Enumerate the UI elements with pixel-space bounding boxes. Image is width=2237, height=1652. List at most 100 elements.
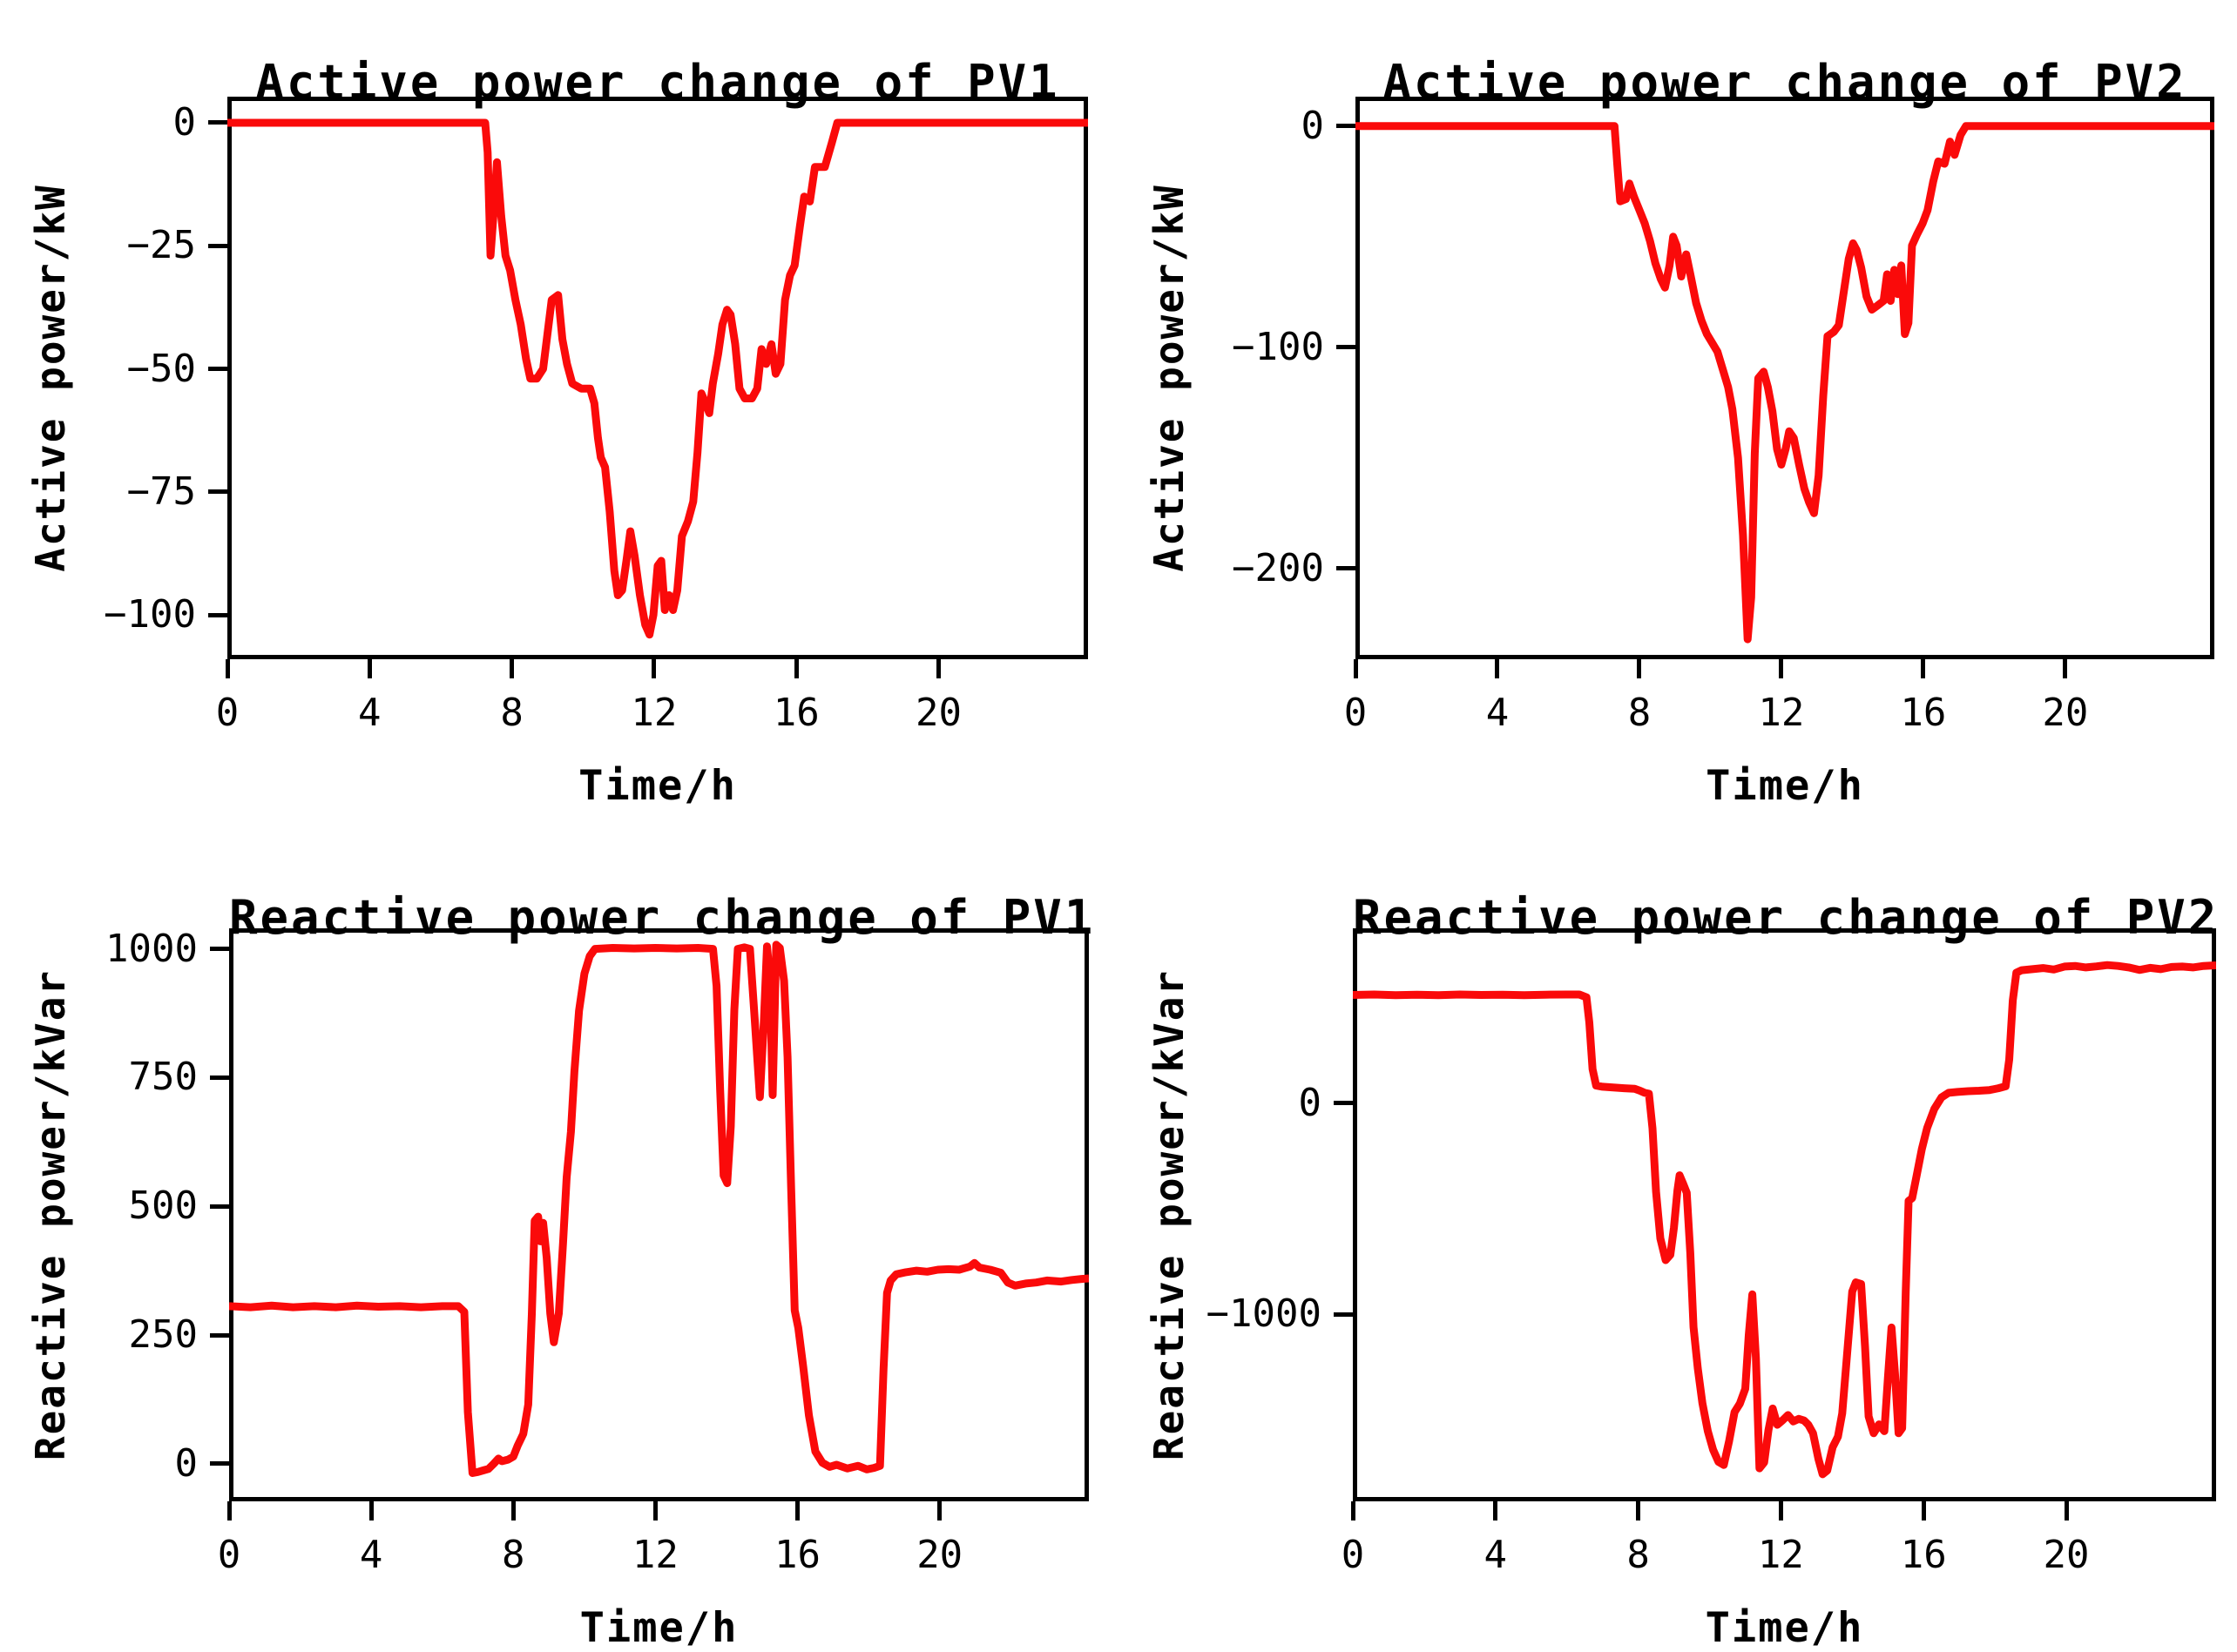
plot-area	[227, 97, 1088, 659]
y-tick-mark	[1336, 566, 1355, 571]
x-tick-mark	[937, 1501, 943, 1521]
x-tick-mark	[368, 1501, 374, 1521]
x-tick-label: 0	[1341, 1533, 1365, 1577]
x-tick-mark	[1350, 1501, 1355, 1521]
x-tick-mark	[1636, 1501, 1641, 1521]
x-tick-mark	[1353, 659, 1358, 678]
x-tick-label: 0	[217, 1533, 241, 1577]
x-tick-mark	[2064, 1501, 2069, 1521]
y-tick-label: −100	[1232, 324, 1324, 369]
x-axis-label: Time/h	[578, 762, 737, 810]
x-tick-mark	[1637, 659, 1642, 678]
x-tick-mark	[652, 1501, 658, 1521]
series-line	[1353, 961, 2216, 1479]
axes-frame	[1353, 928, 2216, 1501]
y-tick-label: −75	[126, 469, 196, 514]
plot-area	[1353, 928, 2216, 1501]
x-tick-mark	[936, 659, 942, 678]
series-line	[227, 118, 1088, 639]
x-tick-mark	[226, 1501, 232, 1521]
x-tick-mark	[510, 1501, 516, 1521]
y-tick-mark	[1334, 1311, 1353, 1317]
x-tick-mark	[225, 659, 230, 678]
x-tick-label: 8	[502, 1533, 525, 1577]
x-axis-label: Time/h	[1706, 762, 1864, 810]
y-tick-label: −100	[104, 592, 196, 637]
x-tick-label: 16	[774, 1533, 821, 1577]
x-tick-label: 0	[1343, 691, 1368, 735]
x-tick-mark	[795, 1501, 801, 1521]
y-tick-mark	[208, 120, 227, 125]
y-tick-mark	[210, 1332, 229, 1338]
chart-title: Reactive power change of PV2	[1353, 889, 2220, 945]
x-tick-mark	[367, 659, 372, 678]
x-tick-mark	[1778, 1501, 1783, 1521]
y-tick-mark	[210, 1204, 229, 1209]
subplot-reactive-power-pv1: Reactive power change of PV1 Reactive po…	[0, 823, 1118, 1652]
x-tick-label: 20	[916, 1533, 963, 1577]
y-tick-label: −25	[126, 223, 196, 268]
y-tick-label: −1000	[1206, 1291, 1321, 1337]
x-tick-mark	[1779, 659, 1784, 678]
x-tick-label: 20	[916, 691, 962, 735]
x-tick-mark	[794, 659, 799, 678]
plot-area	[229, 928, 1089, 1501]
x-tick-mark	[2063, 659, 2068, 678]
subplot-active-power-pv2: Active power change of PV2 Active power/…	[1118, 0, 2237, 823]
x-tick-label: 12	[1758, 691, 1805, 735]
y-tick-label: −50	[126, 346, 196, 391]
axes-frame	[227, 97, 1088, 659]
y-tick-mark	[208, 243, 227, 248]
x-tick-label: 12	[1757, 1533, 1804, 1577]
x-tick-label: 16	[773, 691, 820, 735]
y-tick-mark	[210, 1075, 229, 1080]
x-tick-mark	[1921, 659, 1926, 678]
subplot-active-power-pv1: Active power change of PV1 Active power/…	[0, 0, 1118, 823]
axes-frame	[1355, 97, 2214, 659]
y-axis-label: Active power/kW	[1146, 184, 1193, 572]
y-tick-mark	[1336, 124, 1355, 129]
y-tick-mark	[208, 612, 227, 617]
axes-frame	[229, 928, 1089, 1501]
y-tick-mark	[208, 367, 227, 372]
y-tick-mark	[210, 1461, 229, 1467]
x-tick-label: 4	[359, 1533, 383, 1577]
plot-area	[1355, 97, 2214, 659]
x-tick-label: 8	[1627, 691, 1652, 735]
x-tick-label: 12	[631, 691, 678, 735]
x-tick-label: 4	[1483, 1533, 1508, 1577]
x-tick-label: 8	[1626, 1533, 1650, 1577]
y-tick-label: 1000	[105, 926, 198, 971]
y-tick-label: 500	[128, 1183, 198, 1229]
x-tick-label: 20	[2042, 691, 2089, 735]
y-tick-mark	[1334, 1101, 1353, 1106]
x-tick-mark	[1493, 1501, 1498, 1521]
y-tick-mark	[208, 489, 227, 495]
y-tick-label: 0	[1301, 103, 1325, 148]
subplot-reactive-power-pv2: Reactive power change of PV2 Reactive po…	[1118, 823, 2237, 1652]
y-tick-label: 0	[172, 99, 197, 145]
x-tick-mark	[652, 659, 657, 678]
x-tick-label: 4	[358, 691, 382, 735]
y-tick-label: 250	[128, 1312, 198, 1358]
x-tick-mark	[510, 659, 515, 678]
x-axis-label: Time/h	[579, 1604, 739, 1652]
x-tick-label: 16	[1900, 1533, 1947, 1577]
y-axis-label: Reactive power/kVar	[1146, 968, 1193, 1461]
x-tick-label: 0	[215, 691, 240, 735]
x-tick-mark	[1921, 1501, 1926, 1521]
y-tick-label: 0	[174, 1440, 199, 1486]
y-tick-label: 750	[128, 1055, 198, 1100]
x-tick-label: 20	[2043, 1533, 2090, 1577]
y-tick-label: −200	[1232, 545, 1324, 590]
x-tick-mark	[1495, 659, 1500, 678]
y-tick-mark	[1336, 345, 1355, 350]
x-tick-label: 8	[500, 691, 524, 735]
x-tick-label: 12	[632, 1533, 679, 1577]
x-tick-label: 4	[1485, 691, 1510, 735]
x-axis-label: Time/h	[1705, 1604, 1864, 1652]
chart-title: Reactive power change of PV1	[229, 889, 1096, 945]
series-line	[229, 941, 1089, 1477]
x-tick-label: 16	[1900, 691, 1947, 735]
y-tick-mark	[210, 947, 229, 952]
